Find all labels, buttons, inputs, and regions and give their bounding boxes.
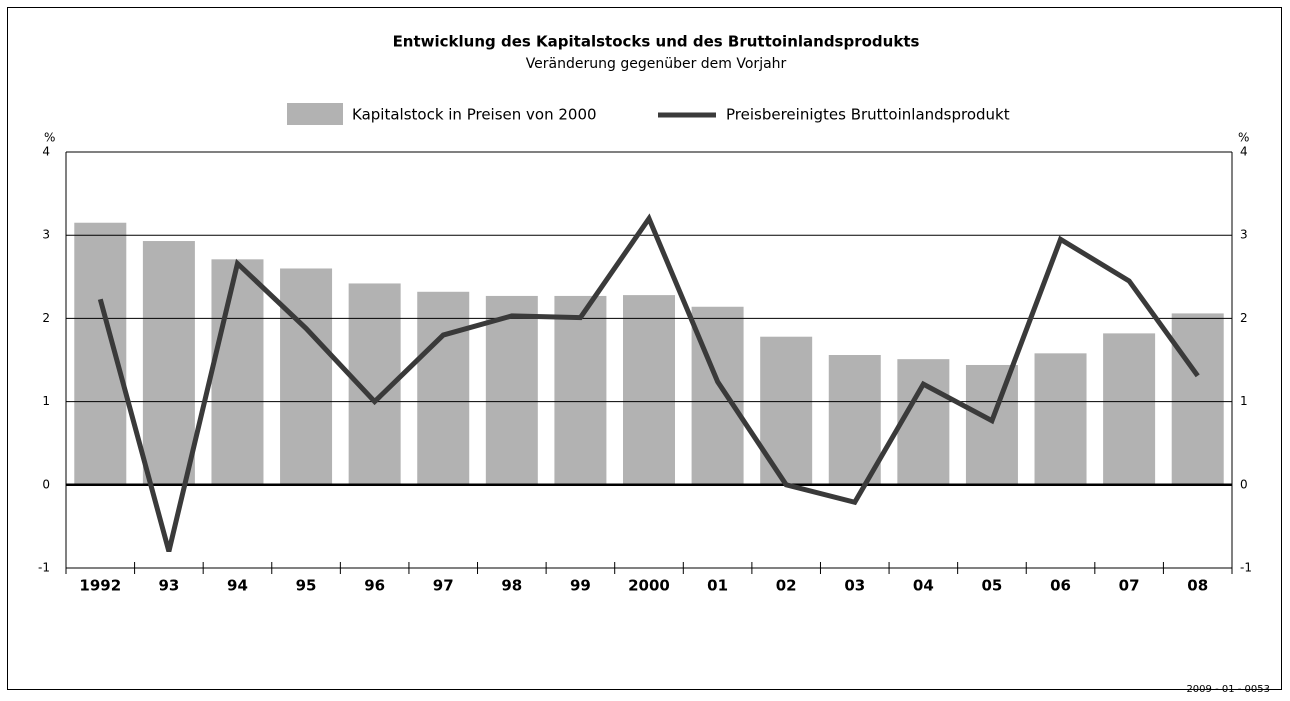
- x-tick-label: 94: [227, 577, 248, 595]
- bar: [965, 364, 1018, 485]
- y-tick-label: 0: [42, 477, 50, 491]
- x-tick-label: 04: [913, 577, 934, 595]
- y-tick-label: 1: [42, 394, 50, 408]
- y2-tick-label: 4: [1240, 145, 1248, 159]
- bar: [74, 222, 127, 485]
- chart-subtitle: Veränderung gegenüber dem Vorjahr: [526, 56, 787, 72]
- bar: [1171, 313, 1224, 485]
- y2-tick-label: 2: [1240, 311, 1248, 325]
- x-tick-label: 93: [158, 577, 179, 595]
- bar: [897, 359, 950, 485]
- x-tick-label: 01: [707, 577, 728, 595]
- bar: [417, 291, 470, 485]
- bar: [1034, 353, 1087, 485]
- y-tick-label: 2: [42, 311, 50, 325]
- x-tick-label: 06: [1050, 577, 1071, 595]
- bar: [554, 295, 607, 485]
- bar: [280, 268, 333, 485]
- x-tick-label: 1992: [79, 577, 121, 595]
- bar: [828, 355, 881, 485]
- x-tick-label: 98: [501, 577, 522, 595]
- bar: [485, 295, 538, 485]
- y-tick-label: 4: [42, 145, 50, 159]
- bar: [142, 241, 195, 485]
- bar: [760, 336, 813, 485]
- bar: [1103, 333, 1156, 485]
- frame: [7, 7, 1282, 690]
- x-tick-label: 08: [1187, 577, 1208, 595]
- bar: [623, 295, 675, 485]
- x-tick-label: 05: [982, 577, 1003, 595]
- y-tick-label: 3: [42, 228, 50, 242]
- x-tick-label: 96: [364, 577, 385, 595]
- y2-tick-label: 0: [1240, 477, 1248, 491]
- y2-tick-label: 3: [1240, 228, 1248, 242]
- y-tick-label: -1: [38, 561, 50, 575]
- legend-label: Kapitalstock in Preisen von 2000: [352, 106, 597, 124]
- x-tick-label: 02: [776, 577, 797, 595]
- legend-label: Preisbereinigtes Bruttoinlandsprodukt: [726, 106, 1010, 124]
- y2-tick-label: 1: [1240, 394, 1248, 408]
- line-series: [97, 213, 1200, 553]
- x-tick-label: 97: [433, 577, 454, 595]
- x-tick-label: 99: [570, 577, 591, 595]
- legend-swatch: [287, 103, 343, 125]
- bar: [211, 259, 264, 485]
- y2-tick-label: -1: [1240, 561, 1252, 575]
- y2-unit: %: [1238, 131, 1249, 145]
- x-tick-label: 03: [844, 577, 865, 595]
- x-tick-label: 07: [1119, 577, 1140, 595]
- chart-title: Entwicklung des Kapitalstocks und des Br…: [393, 33, 920, 51]
- x-tick-label: 95: [296, 577, 317, 595]
- source-code: 2009 - 01 - 0053: [1186, 684, 1270, 695]
- x-tick-label: 2000: [628, 577, 670, 595]
- y-unit: %: [44, 131, 55, 145]
